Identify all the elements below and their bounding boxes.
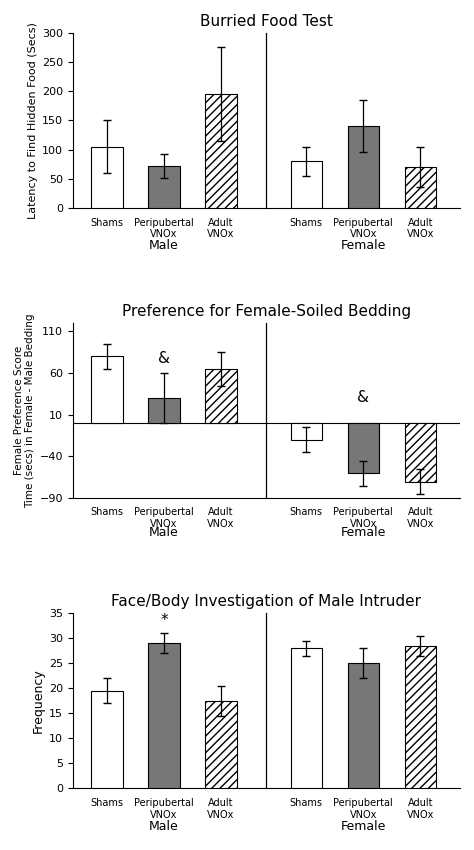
Text: Female: Female <box>341 820 386 833</box>
Text: Peripubertal
VNOx: Peripubertal VNOx <box>134 218 194 239</box>
Text: Male: Male <box>149 820 179 833</box>
Text: &: & <box>357 390 369 405</box>
Text: Male: Male <box>149 526 179 539</box>
Text: Adult
VNOx: Adult VNOx <box>407 507 434 529</box>
Text: Adult
VNOx: Adult VNOx <box>407 218 434 239</box>
Text: Male: Male <box>149 240 179 252</box>
Text: Female: Female <box>341 240 386 252</box>
Bar <box>205 369 237 423</box>
Text: Shams: Shams <box>290 218 323 228</box>
Bar <box>148 166 180 208</box>
Text: Female: Female <box>341 526 386 539</box>
Bar <box>291 649 322 789</box>
Bar <box>91 147 123 208</box>
Text: Shams: Shams <box>91 218 124 228</box>
Text: Shams: Shams <box>91 798 124 808</box>
Bar <box>91 691 123 789</box>
Title: Burried Food Test: Burried Food Test <box>200 14 333 29</box>
Bar <box>405 167 436 208</box>
Text: Adult
VNOx: Adult VNOx <box>407 798 434 819</box>
Text: Adult
VNOx: Adult VNOx <box>207 798 235 819</box>
Text: Peripubertal
VNOx: Peripubertal VNOx <box>333 507 393 529</box>
Bar <box>405 423 436 481</box>
Bar <box>347 126 379 208</box>
Bar <box>291 162 322 208</box>
Text: Peripubertal
VNOx: Peripubertal VNOx <box>134 798 194 819</box>
Bar <box>405 646 436 789</box>
Bar <box>347 663 379 789</box>
Y-axis label: Female Preference Score
Time (secs) in Female - Male Bedding: Female Preference Score Time (secs) in F… <box>14 314 36 508</box>
Bar <box>148 398 180 423</box>
Text: Shams: Shams <box>290 507 323 517</box>
Bar <box>347 423 379 473</box>
Y-axis label: Latency to Find Hidden Food (Secs): Latency to Find Hidden Food (Secs) <box>28 22 38 218</box>
Text: Shams: Shams <box>290 798 323 808</box>
Text: Adult
VNOx: Adult VNOx <box>207 218 235 239</box>
Text: *: * <box>160 614 168 628</box>
Bar <box>205 701 237 789</box>
Text: Adult
VNOx: Adult VNOx <box>207 507 235 529</box>
Title: Face/Body Investigation of Male Intruder: Face/Body Investigation of Male Intruder <box>111 594 421 609</box>
Bar <box>291 423 322 439</box>
Text: Shams: Shams <box>91 507 124 517</box>
Text: Peripubertal
VNOx: Peripubertal VNOx <box>134 507 194 529</box>
Bar <box>91 356 123 423</box>
Bar <box>205 94 237 208</box>
Text: Peripubertal
VNOx: Peripubertal VNOx <box>333 218 393 239</box>
Text: Peripubertal
VNOx: Peripubertal VNOx <box>333 798 393 819</box>
Y-axis label: Frequency: Frequency <box>32 669 45 734</box>
Title: Preference for Female-Soiled Bedding: Preference for Female-Soiled Bedding <box>122 304 411 319</box>
Text: &: & <box>158 351 170 366</box>
Bar <box>148 643 180 789</box>
